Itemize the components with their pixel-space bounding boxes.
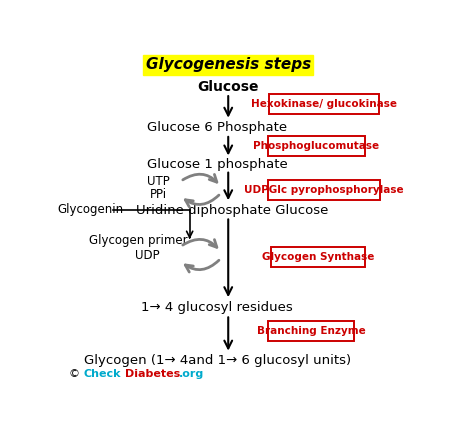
FancyBboxPatch shape: [268, 136, 365, 156]
Text: UTP: UTP: [147, 175, 170, 188]
Text: Glycogen Synthase: Glycogen Synthase: [262, 252, 374, 262]
FancyBboxPatch shape: [268, 180, 380, 200]
Text: Glycogen primer: Glycogen primer: [89, 234, 188, 247]
Text: PPi: PPi: [150, 188, 167, 201]
Text: Glucose 1 phosphate: Glucose 1 phosphate: [147, 158, 288, 171]
Text: Phosphoglucomutase: Phosphoglucomutase: [253, 141, 380, 151]
Text: Check: Check: [83, 369, 120, 379]
Text: Diabetes: Diabetes: [125, 369, 180, 379]
Text: .org: .org: [179, 369, 204, 379]
FancyBboxPatch shape: [272, 247, 365, 266]
Text: Glycogen (1→ 4and 1→ 6 glucosyl units): Glycogen (1→ 4and 1→ 6 glucosyl units): [83, 354, 351, 367]
FancyBboxPatch shape: [269, 94, 379, 114]
Text: UDP: UDP: [135, 249, 160, 262]
Text: Uridine diphosphate Glucose: Uridine diphosphate Glucose: [136, 204, 328, 217]
Text: Branching Enzyme: Branching Enzyme: [256, 326, 365, 336]
Text: ©: ©: [68, 369, 80, 379]
Text: Glucose: Glucose: [198, 80, 259, 94]
Text: 1→ 4 glucosyl residues: 1→ 4 glucosyl residues: [141, 301, 293, 314]
Text: Glycogenesis steps: Glycogenesis steps: [146, 57, 311, 72]
Text: Hexokinase/ glucokinase: Hexokinase/ glucokinase: [251, 99, 397, 109]
FancyBboxPatch shape: [268, 321, 354, 341]
Text: UDPGlc pyrophosphorylase: UDPGlc pyrophosphorylase: [244, 185, 403, 195]
Text: Glucose 6 Phosphate: Glucose 6 Phosphate: [147, 121, 287, 134]
Text: Glycogenin: Glycogenin: [57, 203, 124, 216]
